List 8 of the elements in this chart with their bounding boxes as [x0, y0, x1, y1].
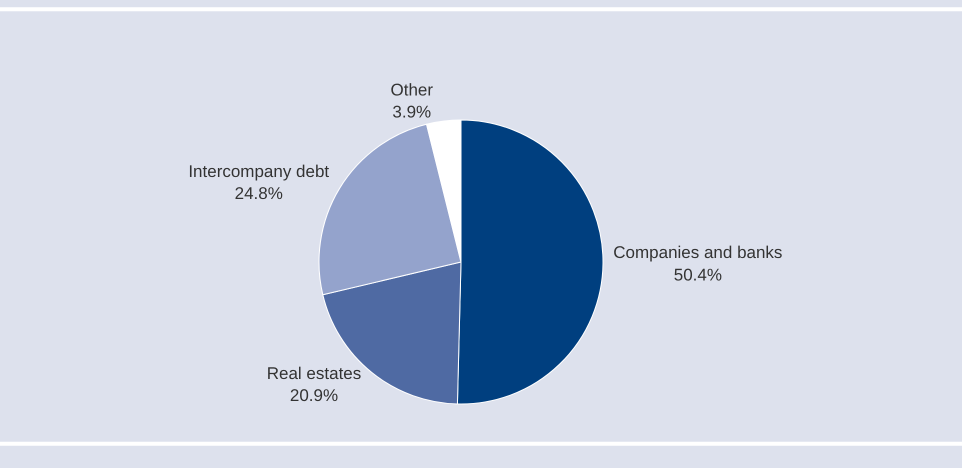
data-label: 3.9%	[392, 102, 432, 122]
slice-label: Intercompany debt	[188, 162, 330, 182]
slice-label: Real estates	[266, 364, 362, 384]
slice-label: Other	[390, 80, 434, 100]
data-label: 24.8%	[234, 184, 283, 204]
slice-label: Companies and banks	[613, 243, 782, 262]
data-label: 50.4%	[674, 265, 722, 284]
data-label: 20.9%	[290, 386, 338, 406]
